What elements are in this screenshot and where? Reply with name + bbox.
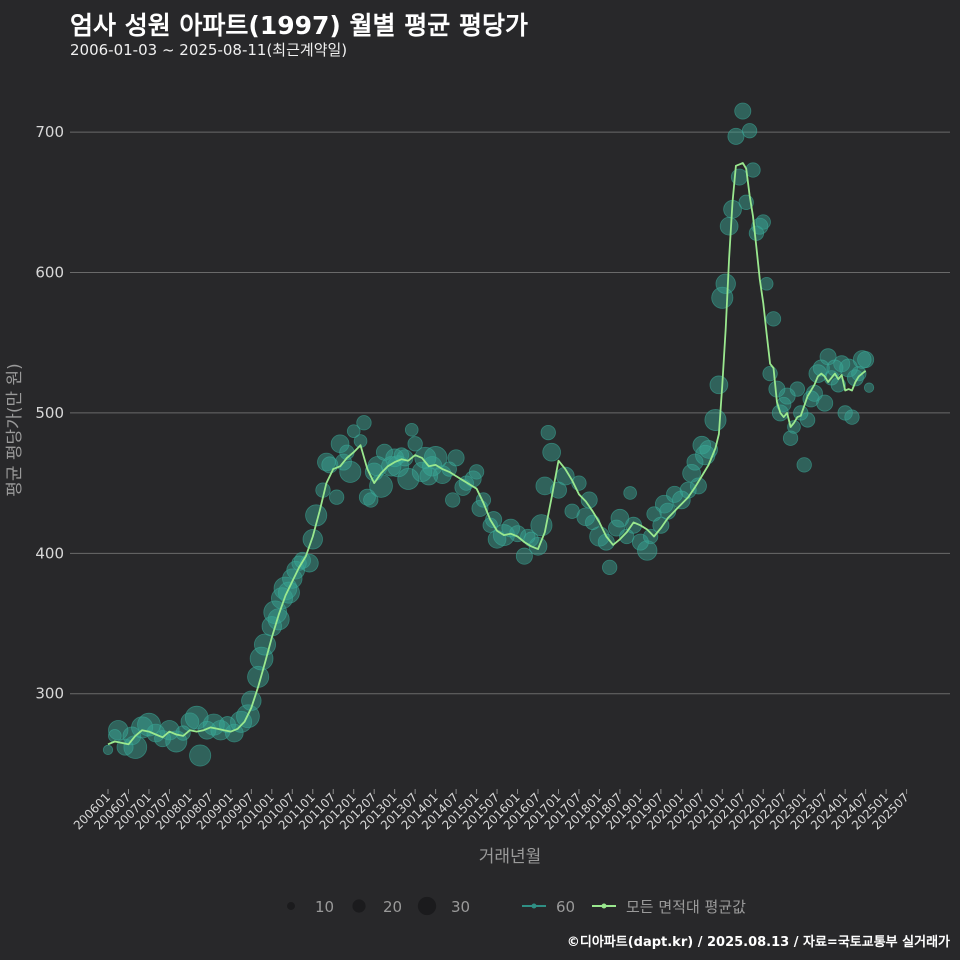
bubble-point bbox=[346, 424, 361, 438]
y-tick-label: 700 bbox=[35, 123, 64, 141]
bubble-point bbox=[339, 460, 362, 483]
legend-size-label: 20 bbox=[383, 898, 402, 916]
bubble-point bbox=[407, 436, 423, 452]
bubble-point bbox=[393, 447, 410, 463]
bubble-point bbox=[445, 492, 461, 508]
grid-lines bbox=[70, 131, 950, 695]
bubble-point bbox=[540, 424, 556, 441]
bubble-point bbox=[715, 273, 736, 294]
bubble-point bbox=[851, 365, 867, 382]
y-tick-label: 500 bbox=[35, 404, 64, 422]
bubble-point bbox=[741, 123, 758, 139]
bubble-point bbox=[447, 449, 465, 467]
bubble-point bbox=[414, 446, 437, 469]
bubble-point bbox=[709, 375, 729, 395]
bubble-point bbox=[515, 547, 533, 565]
y-axis-label: 평균 평당가(만 원) bbox=[5, 363, 25, 497]
bubble-point bbox=[267, 608, 290, 631]
bubble-point bbox=[796, 457, 812, 473]
average-line bbox=[107, 162, 867, 746]
bubble-point bbox=[686, 453, 704, 471]
bubble-point bbox=[672, 490, 691, 510]
bubble-point bbox=[602, 559, 618, 576]
bubble-point bbox=[397, 467, 420, 490]
bubble-point bbox=[241, 690, 262, 711]
bubble-point bbox=[468, 464, 485, 480]
bubble-point bbox=[369, 474, 393, 498]
bubble-point bbox=[816, 394, 834, 412]
bubble-point bbox=[146, 723, 166, 743]
legend-line-dot bbox=[531, 903, 537, 909]
bubble-point bbox=[839, 358, 858, 378]
legend-size-circle bbox=[352, 899, 366, 913]
x-axis-label: 거래년월 bbox=[479, 847, 542, 867]
legend-size-label: 30 bbox=[451, 898, 470, 916]
bubble-point bbox=[689, 477, 707, 495]
bubble-point bbox=[404, 422, 419, 437]
bubble-point bbox=[375, 443, 393, 461]
bubble-point bbox=[642, 528, 659, 545]
bubble-point bbox=[253, 633, 276, 656]
bubble-point bbox=[218, 716, 236, 734]
legend: 10 20 30 60 모든 면적대 평균값 bbox=[287, 896, 746, 916]
bubble-point bbox=[787, 420, 801, 434]
bubble-point bbox=[277, 581, 300, 604]
bubble-point bbox=[734, 102, 752, 120]
bubble-point bbox=[789, 381, 806, 397]
bubble-point bbox=[501, 518, 521, 538]
y-axis: 300 400 500 600 700 bbox=[35, 123, 64, 703]
legend-line-label: 60 bbox=[556, 898, 575, 916]
legend-size-circle bbox=[417, 896, 437, 916]
bubble-point bbox=[719, 216, 739, 236]
bubble-point bbox=[528, 536, 548, 556]
footer-credit: ©디아파트(dapt.kr) / 2025.08.13 / 자료=국토교통부 실… bbox=[566, 935, 950, 950]
bubble-point bbox=[759, 276, 774, 291]
bubble-point bbox=[782, 430, 799, 446]
legend-size-label: 10 bbox=[315, 898, 334, 916]
bubble-point bbox=[704, 408, 727, 431]
bubble-point bbox=[131, 716, 154, 739]
line-layer bbox=[107, 162, 867, 746]
bubble-layer bbox=[102, 102, 875, 767]
bubble-point bbox=[580, 491, 598, 509]
x-axis: 2006012006072007012007072008012008072009… bbox=[71, 789, 912, 833]
legend-line-dot bbox=[601, 903, 607, 909]
bubble-point bbox=[863, 382, 875, 393]
bubble-point bbox=[363, 492, 379, 508]
y-tick-label: 600 bbox=[35, 264, 64, 282]
bubble-point bbox=[291, 555, 307, 571]
chart-title: 엄사 성원 아파트(1997) 월별 평균 평당가 bbox=[70, 11, 528, 40]
bubble-point bbox=[485, 511, 503, 529]
bubble-point bbox=[745, 162, 761, 178]
bubble-point bbox=[623, 486, 637, 500]
bubble-point bbox=[755, 214, 771, 230]
bubble-point bbox=[799, 412, 816, 428]
y-tick-label: 300 bbox=[35, 685, 64, 703]
bubble-point bbox=[356, 415, 372, 431]
bubble-point bbox=[857, 351, 875, 369]
bubble-point bbox=[530, 514, 553, 537]
bubble-point bbox=[631, 533, 649, 551]
bubble-point bbox=[175, 725, 191, 741]
bubble-point bbox=[852, 350, 872, 369]
chart-subtitle: 2006-01-03 ~ 2025-08-11(최근계약일) bbox=[70, 41, 348, 59]
bubble-point bbox=[189, 744, 212, 767]
legend-line-label: 모든 면적대 평균값 bbox=[626, 898, 746, 916]
bubble-point bbox=[844, 409, 860, 425]
bubble-point bbox=[542, 442, 561, 462]
bubble-point bbox=[329, 489, 345, 505]
bubble-point bbox=[184, 705, 209, 730]
legend-size-circle bbox=[287, 902, 295, 910]
y-tick-label: 400 bbox=[35, 544, 64, 562]
bubble-point bbox=[597, 533, 615, 551]
bubble-point bbox=[776, 396, 792, 413]
bubble-point bbox=[300, 553, 319, 573]
bubble-point bbox=[102, 744, 114, 756]
bubble-point bbox=[637, 540, 658, 561]
bubble-point bbox=[123, 735, 148, 759]
bubble-point bbox=[765, 311, 782, 327]
bubble-point bbox=[727, 127, 745, 145]
